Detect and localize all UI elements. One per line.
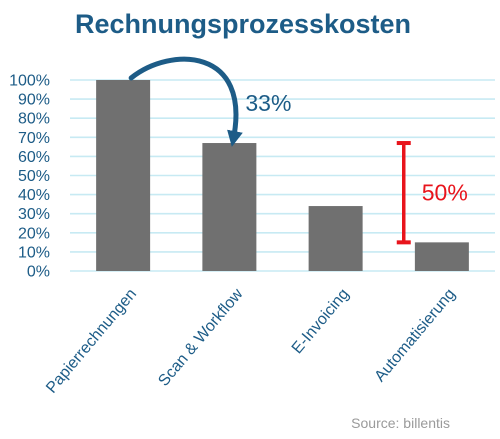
y-tick-label: 80%	[18, 111, 50, 128]
y-tick-label: 30%	[18, 206, 50, 223]
bar	[96, 80, 151, 271]
y-tick-labels: 0% 10% 20% 30% 40% 50% 60% 70% 80% 90% 100%	[9, 73, 50, 281]
reduction-arrow	[128, 56, 243, 147]
y-tick-label: 0%	[27, 264, 50, 281]
annotations: 33% 50%	[128, 56, 468, 245]
y-tick-label: 20%	[18, 225, 50, 242]
range-label: 50%	[422, 180, 468, 206]
y-tick-label: 90%	[18, 92, 50, 109]
bar	[414, 242, 469, 271]
y-tick-label: 70%	[18, 130, 50, 147]
y-tick-label: 50%	[18, 168, 50, 185]
bar	[308, 206, 363, 271]
x-tick-label: Papierrechnungen	[43, 286, 140, 397]
x-tick-label: E-Invoicing	[289, 286, 353, 358]
chart-title: Rechnungsprozesskosten	[75, 9, 411, 39]
source-label: Source: billentis	[351, 415, 450, 431]
y-tick-label: 10%	[18, 244, 50, 261]
bars	[96, 80, 469, 271]
x-tick-label: Scan & Workflow	[155, 285, 246, 389]
y-tick-label: 100%	[9, 73, 50, 90]
y-tick-label: 40%	[18, 187, 50, 204]
bar	[202, 143, 257, 271]
x-tick-label: Automatisierung	[372, 286, 459, 386]
x-tick-labels: Papierrechnungen Scan & Workflow E-Invoici…	[43, 285, 459, 396]
arrow-label: 33%	[245, 90, 291, 116]
y-tick-label: 60%	[18, 149, 50, 166]
